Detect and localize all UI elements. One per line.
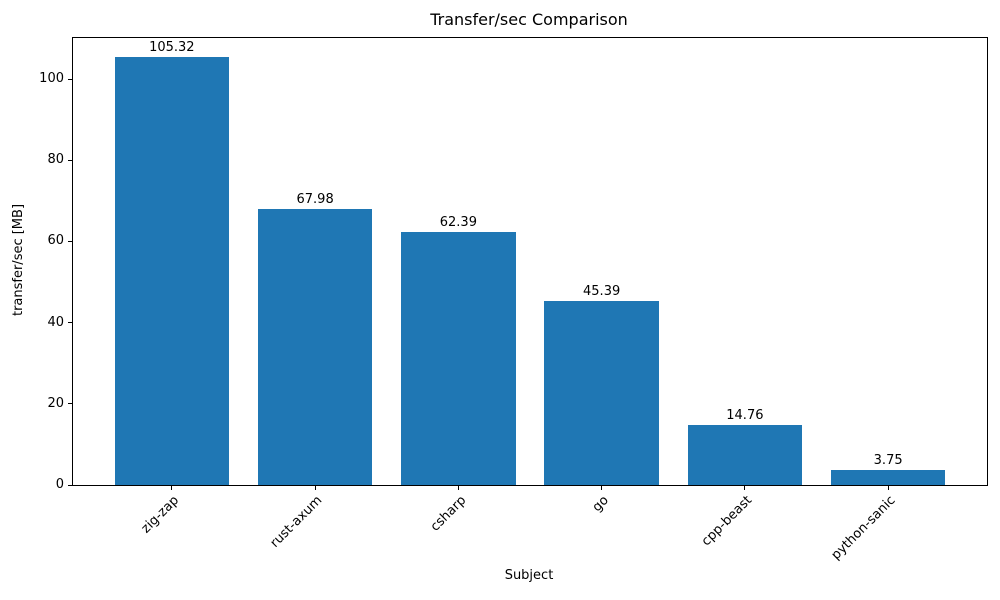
y-tick-mark [68,159,72,161]
x-tick-label: go [590,493,613,516]
y-tick-label: 0 [55,477,64,492]
y-tick-label: 80 [47,152,64,168]
y-tick-label: 20 [47,395,64,411]
y-tick-label: 100 [39,71,64,86]
x-tick-label: cpp-beast [699,493,756,550]
y-tick-mark [68,484,72,486]
x-tick-mark [314,486,316,490]
bar-value-label: 105.32 [149,40,195,56]
bar-value-label: 67.98 [296,192,334,207]
x-tick-mark [601,486,603,490]
bar-cpp-beast [687,425,803,485]
y-tick-mark [68,78,72,80]
x-tick-label: zig-zap [139,493,183,537]
y-tick-label: 60 [47,233,64,249]
bar-rust-axum [257,209,373,485]
bar-go [544,300,659,485]
bar-csharp [401,231,516,485]
y-axis-label: transfer/sec [MB] [11,203,26,317]
x-tick-label: python-sanic [828,493,899,563]
bar-value-label: 62.39 [439,214,477,230]
x-tick-label: csharp [427,493,469,535]
y-tick-mark [68,322,72,324]
y-tick-label: 40 [47,314,64,330]
x-tick-mark [457,486,459,490]
chart-title: Transfer/sec Comparison [430,10,628,29]
bar-value-label: 45.39 [583,283,621,299]
x-axis-label: Subject [504,568,554,583]
x-tick-mark [887,486,889,490]
plot-area: 0 20 40 60 80 100 105.32 zig-zap 67.98 rust-axum 6… [39,37,988,563]
bar-python-sanic [830,469,946,485]
y-tick-mark [68,240,72,242]
x-tick-mark [171,486,173,490]
bar-value-label: 3.75 [873,452,903,468]
x-tick-mark [744,486,746,490]
bar-value-label: 14.76 [726,408,764,424]
bar-zig-zap [114,57,230,485]
y-tick-mark [68,403,72,405]
x-tick-label: rust-axum [267,493,326,551]
